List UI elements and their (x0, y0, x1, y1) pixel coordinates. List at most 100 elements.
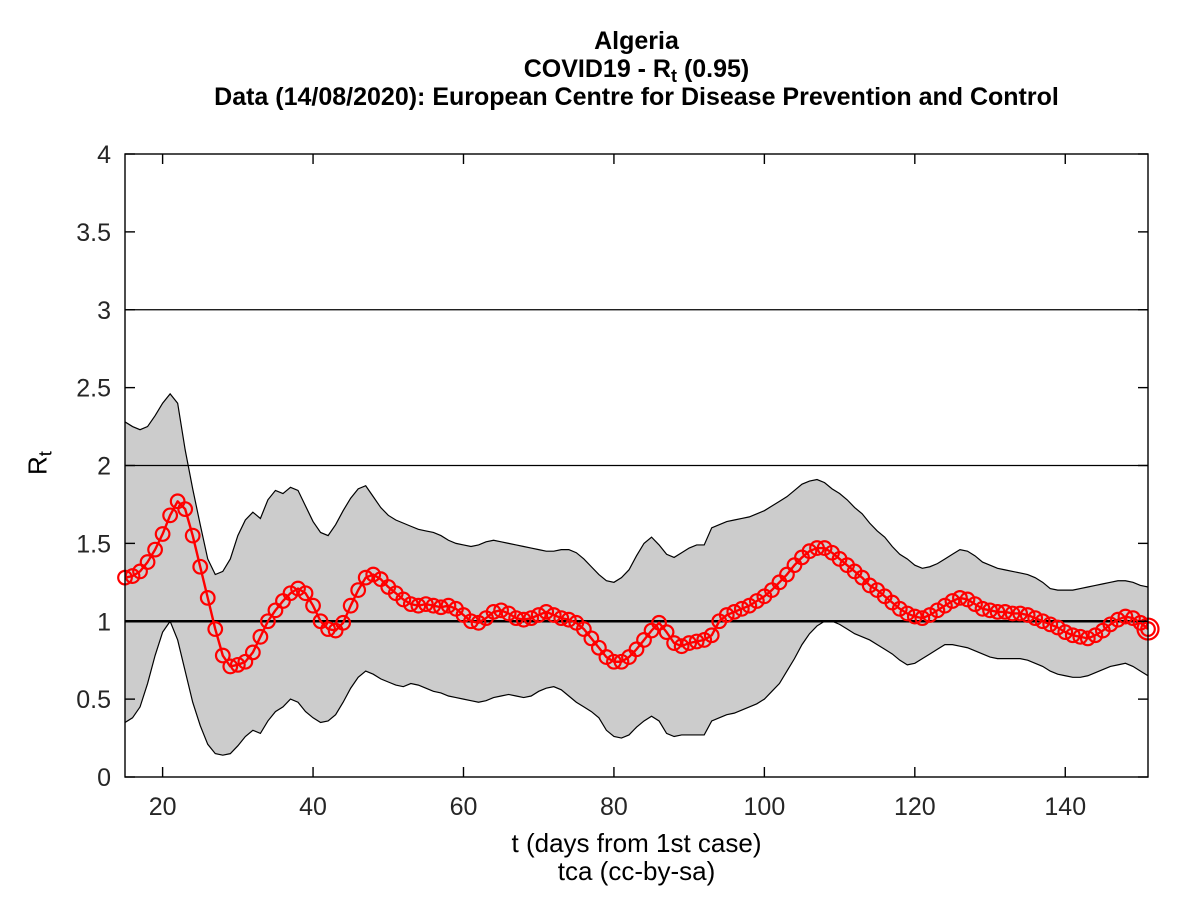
rt-marker (628, 641, 645, 658)
rt-marker (718, 607, 735, 623)
rt-marker (493, 602, 510, 619)
y-tick-label: 2 (97, 453, 111, 481)
rt-marker (688, 633, 705, 650)
rt-marker (154, 526, 171, 542)
ylabel-subscript: t (34, 451, 56, 457)
rt-marker (681, 635, 698, 651)
rt-marker (658, 624, 675, 641)
rt-marker (132, 563, 148, 580)
x-tick-label: 80 (600, 793, 628, 821)
rt-marker (417, 596, 434, 613)
x-tick-label: 140 (1044, 793, 1086, 821)
rt-marker (508, 610, 525, 627)
rt-marker (222, 658, 239, 675)
rt-marker (673, 638, 690, 655)
rt-marker (1004, 605, 1021, 622)
rt-marker (410, 597, 427, 614)
rt-marker (651, 614, 667, 631)
x-axis-label: t (days from 1st case) (511, 828, 762, 858)
chart-footer-attribution: tca (cc-by-sa) (557, 856, 716, 886)
x-tick-label: 120 (894, 793, 936, 821)
ylabel-main: R (22, 456, 53, 475)
y-axis-label: Rt (22, 451, 56, 475)
x-label-block: t (days from 1st case) tca (cc-by-sa) (125, 829, 1148, 885)
rt-marker (463, 613, 479, 630)
rt-marker (560, 611, 577, 628)
x-tick-label: 60 (450, 793, 478, 821)
rt-marker (906, 608, 923, 625)
rt-marker (1079, 630, 1096, 647)
rt-marker (982, 602, 998, 619)
rt-marker (162, 507, 179, 524)
rt-marker (229, 656, 246, 673)
y-tick-label: 1.5 (76, 530, 111, 558)
rt-marker (809, 540, 825, 556)
rt-marker (1012, 605, 1029, 622)
rt-marker (440, 597, 457, 614)
rt-marker (1110, 611, 1126, 628)
rt-marker (606, 653, 622, 670)
rt-marker (1057, 624, 1074, 641)
rt-marker (320, 621, 336, 637)
rt-marker (244, 644, 261, 661)
rt-marker (305, 597, 321, 614)
chart-source-line: Data (14/08/2020): European Centre for D… (214, 83, 1059, 111)
rt-marker (425, 597, 442, 614)
rt-marker (590, 639, 607, 656)
rt-marker (199, 589, 216, 606)
rt-marker (297, 585, 314, 602)
rt-marker (214, 647, 231, 664)
rt-marker (260, 613, 276, 630)
rt-marker (252, 628, 269, 645)
x-tick-label: 20 (149, 793, 177, 821)
rt-marker (1019, 607, 1036, 623)
rt-marker (974, 600, 991, 617)
x-tick-label: 100 (744, 793, 786, 821)
rt-marker (342, 597, 359, 614)
y-tick-label: 1 (97, 608, 111, 636)
rt-marker (267, 602, 284, 619)
rt-marker (515, 611, 532, 628)
rt-marker (433, 599, 449, 616)
y-tick-label: 3.5 (76, 219, 111, 247)
band-lower-edge (124, 619, 1149, 756)
rt-marker (914, 610, 931, 627)
rt-marker (733, 600, 750, 617)
rt-marker (636, 632, 652, 648)
rt-marker (1034, 613, 1051, 630)
rt-marker (147, 541, 163, 558)
rt-marker (192, 558, 209, 575)
y-tick-label: 0.5 (76, 686, 111, 714)
rt-marker (357, 569, 374, 586)
y-tick-label: 3 (97, 297, 111, 325)
rt-marker (335, 614, 352, 631)
rt-marker (1042, 616, 1059, 633)
rt-marker (944, 593, 961, 609)
rt-marker (1072, 628, 1089, 645)
rt-marker (184, 527, 201, 544)
rt-marker (485, 604, 502, 620)
chart-subtitle: COVID19 - Rt (0.95) (125, 55, 1148, 87)
rt-marker (952, 589, 968, 606)
rt-marker (666, 635, 683, 651)
chart-title: Algeria (594, 27, 679, 55)
subtitle-subscript: t (671, 66, 677, 87)
rt-marker (530, 607, 547, 623)
y-tick-label: 4 (97, 141, 111, 169)
rt-marker (899, 605, 916, 622)
rt-marker (583, 630, 600, 647)
rt-marker (1117, 608, 1134, 625)
rt-marker (207, 621, 224, 637)
subtitle-post: (0.95) (677, 55, 750, 83)
rt-marker (1027, 610, 1044, 627)
rt-marker (139, 554, 156, 570)
rt-marker (779, 566, 795, 583)
rt-marker (989, 604, 1006, 620)
rt-marker (1064, 627, 1081, 644)
rt-marker (237, 653, 254, 670)
x-tick-label: 40 (299, 793, 327, 821)
title-block: Algeria COVID19 - Rt (0.95) Data (14/08/… (125, 27, 1148, 111)
y-tick-label: 2.5 (76, 375, 111, 403)
